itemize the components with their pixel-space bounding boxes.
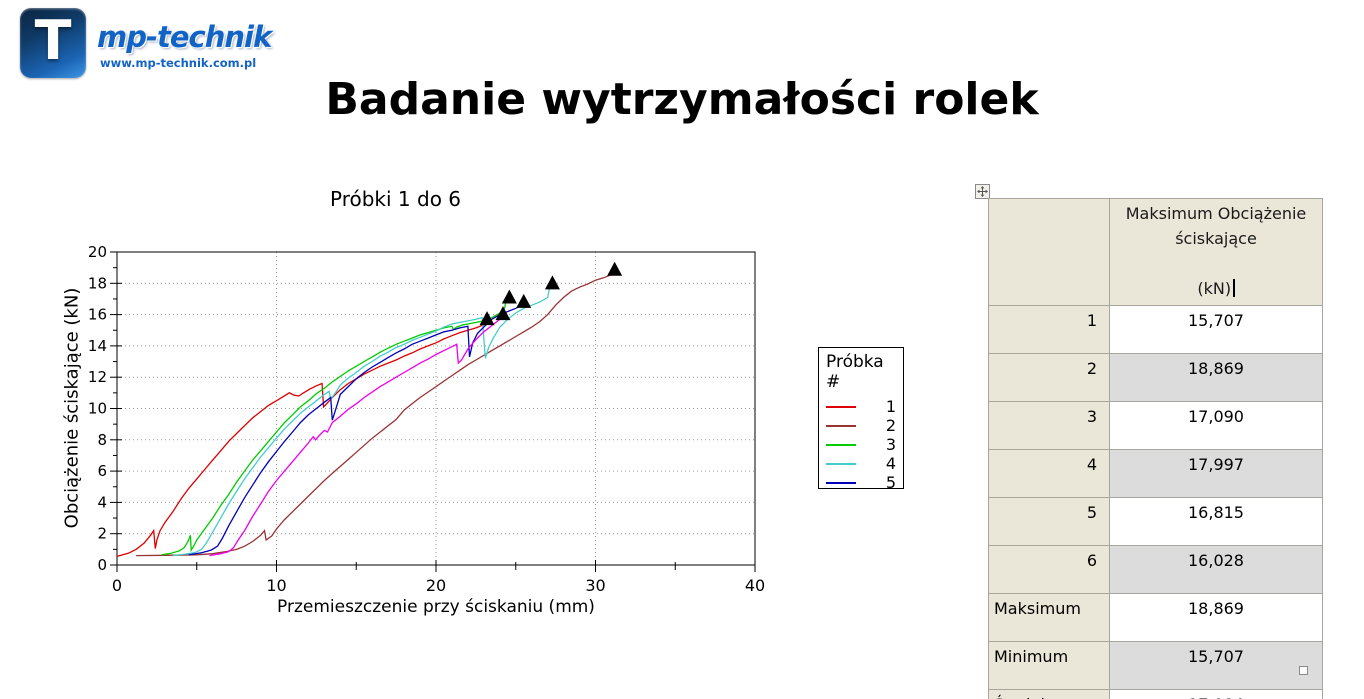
table-header-unit: (kN) (1197, 278, 1232, 298)
row-value: 18,869 (1109, 353, 1323, 402)
legend-series-label: 1 (885, 397, 896, 416)
row-label: 2 (988, 353, 1110, 402)
max-marker-6 (495, 306, 511, 321)
logo-letter: T (34, 9, 72, 72)
y-tick-label: 2 (97, 525, 107, 543)
y-tick-label: 8 (97, 431, 107, 449)
table-row: 3 17,090 (988, 401, 1323, 450)
table-row: 5 16,815 (988, 497, 1323, 546)
y-tick-label: 18 (88, 274, 107, 292)
table-resize-handle[interactable] (1299, 666, 1308, 675)
row-value: 17,084 (1109, 689, 1323, 699)
chart-title: Próbki 1 do 6 (330, 187, 462, 211)
legend-line-swatch (826, 462, 856, 465)
row-value: 16,028 (1109, 545, 1323, 594)
x-tick-label: 30 (585, 576, 605, 595)
table-header-row: Maksimum Obciążenie ściskające (kN) (988, 198, 1323, 306)
row-label: Średnia (988, 689, 1110, 699)
max-marker-4 (544, 275, 560, 290)
legend-line-swatch (826, 424, 856, 427)
legend-series-label: 3 (885, 435, 896, 454)
legend-title: Próbka # (826, 352, 884, 392)
series-line-4 (172, 285, 553, 557)
x-tick-label: 40 (745, 576, 765, 595)
y-tick-label: 0 (97, 556, 107, 574)
y-tick-label: 10 (88, 400, 107, 418)
y-tick-label: 16 (88, 306, 107, 324)
legend-item-5: 5 (826, 473, 896, 489)
legend-series-label: 5 (885, 473, 896, 489)
legend-series-label: 2 (885, 416, 896, 435)
x-axis-label: Przemieszczenie przy ściskaniu (mm) (277, 597, 595, 617)
legend-items: 123456 (826, 397, 896, 489)
legend-item-4: 4 (826, 454, 896, 473)
y-tick-label: 14 (88, 337, 107, 355)
series-line-3 (161, 297, 510, 556)
table-row: 4 17,997 (988, 449, 1323, 498)
x-tick-label: 0 (112, 576, 122, 595)
y-tick-label: 20 (88, 243, 107, 261)
table-row: 2 18,869 (988, 353, 1323, 402)
table-row: Minimum 15,707 (988, 641, 1323, 690)
table-row: Średnia17,084 (988, 689, 1323, 699)
text-cursor (1233, 278, 1235, 297)
max-marker-1 (479, 311, 495, 326)
logo-url: www.mp-technik.com.pl (100, 56, 257, 70)
series-line-1 (116, 321, 488, 558)
x-tick-label: 20 (426, 576, 446, 595)
page-title: Badanie wytrzymałości rolek (325, 74, 1039, 125)
table-corner-cell (988, 198, 1110, 306)
row-value: 18,869 (1109, 593, 1323, 642)
mp-technik-logo-icon: T (20, 8, 86, 78)
series-line-5 (188, 304, 523, 556)
move-icon (977, 186, 988, 197)
legend-item-1: 1 (826, 397, 896, 416)
table-row: 6 16,028 (988, 545, 1323, 594)
legend-series-label: 4 (885, 454, 896, 473)
y-tick-label: 12 (88, 368, 107, 386)
row-label: Maksimum (988, 593, 1110, 642)
max-marker-2 (607, 261, 623, 276)
x-tick-label: 10 (266, 576, 286, 595)
legend-line-swatch (826, 481, 856, 484)
row-label: 4 (988, 449, 1110, 498)
row-label: 5 (988, 497, 1110, 546)
legend-item-3: 3 (826, 435, 896, 454)
table-row: Maksimum 18,869 (988, 593, 1323, 642)
legend-line-swatch (826, 443, 856, 446)
max-marker-3 (501, 289, 517, 304)
legend: Próbka # 123456 (818, 347, 904, 489)
legend-item-2: 2 (826, 416, 896, 435)
table-move-handle[interactable] (975, 184, 990, 199)
row-value: 15,707 (1109, 641, 1323, 690)
y-tick-label: 6 (97, 462, 107, 480)
table-row: 1 15,707 (988, 305, 1323, 354)
row-value: 17,090 (1109, 401, 1323, 450)
row-label: 6 (988, 545, 1110, 594)
series-line-2 (136, 272, 617, 557)
series-line-6 (209, 315, 504, 557)
table-header-cell[interactable]: Maksimum Obciążenie ściskające (kN) (1109, 198, 1323, 306)
legend-line-swatch (826, 405, 856, 408)
table-header-title: Maksimum Obciążenie ściskające (1125, 204, 1307, 248)
row-value: 17,997 (1109, 449, 1323, 498)
plot-area: 0 2 4 6 8 10 12 14 16 18 20 0 10 20 30 40 (88, 243, 765, 595)
results-table: Maksimum Obciążenie ściskające (kN) 1 15,… (988, 198, 1323, 699)
logo-brand: mp-technik (97, 20, 272, 54)
row-value: 15,707 (1109, 305, 1323, 354)
row-label: Minimum (988, 641, 1110, 690)
row-value: 16,815 (1109, 497, 1323, 546)
y-tick-label: 4 (97, 493, 107, 511)
row-label: 1 (988, 305, 1110, 354)
max-marker-5 (516, 293, 532, 308)
row-label: 3 (988, 401, 1110, 450)
